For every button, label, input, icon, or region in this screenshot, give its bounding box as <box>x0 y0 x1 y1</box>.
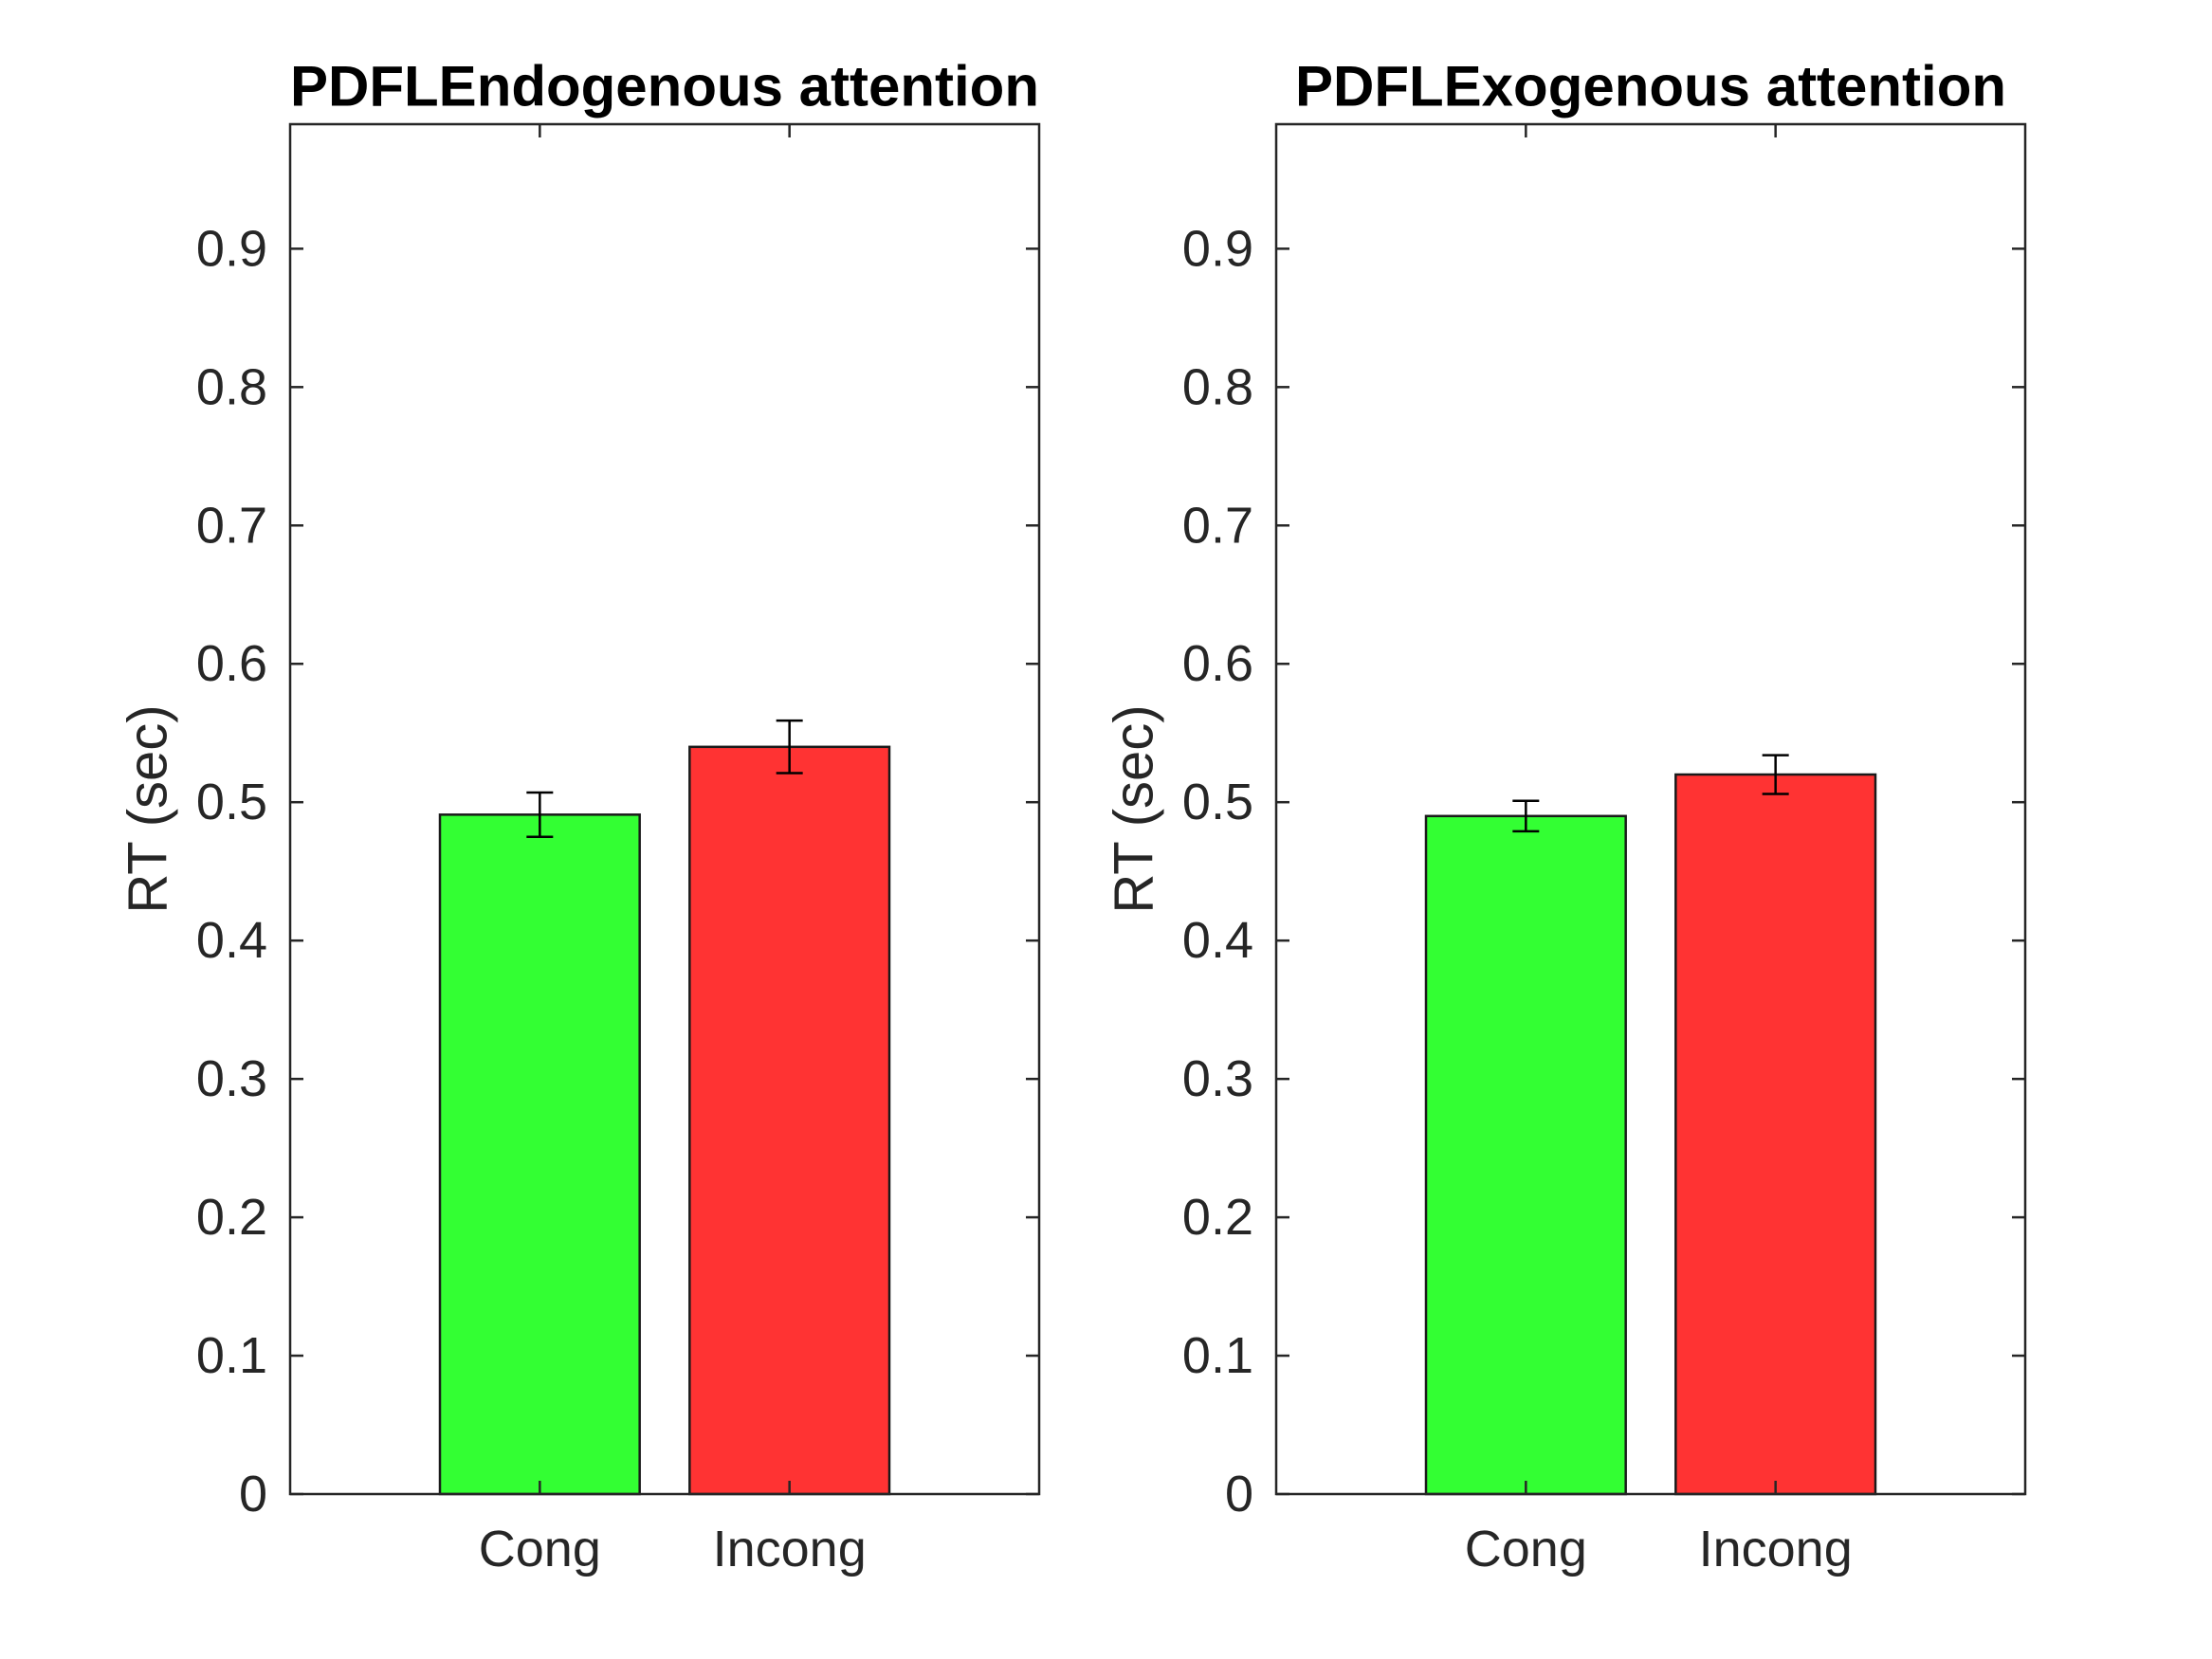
y-tick-label: 0.2 <box>1182 1189 1253 1246</box>
y-tick-label: 0.2 <box>196 1189 267 1246</box>
y-tick-label: 0.8 <box>196 358 267 415</box>
bar-incong <box>1674 773 1877 1496</box>
y-axis-label: RT (sec) <box>1104 704 1165 913</box>
y-tick-label: 0.3 <box>1182 1050 1253 1107</box>
y-tick-label: 0.9 <box>1182 220 1253 277</box>
y-tick-label: 0 <box>1225 1466 1253 1522</box>
y-axis-label: RT (sec) <box>118 704 179 913</box>
chart-panel-exogenous: 0 0.1 0.2 0.3 0.4 0.5 0.6 0.7 0.8 0.9 Cong Incong PD… <box>1104 55 2027 1577</box>
axes-box <box>288 122 1041 1496</box>
chart-panel-endogenous: 0 0.1 0.2 0.3 0.4 0.5 0.6 0.7 0.8 0.9 Cong Incong PD… <box>118 55 1041 1577</box>
x-tick-label-incong: Incong <box>1699 1521 1853 1577</box>
y-tick-label: 0.4 <box>1182 912 1253 969</box>
bar-cong <box>1424 814 1627 1496</box>
x-tick-label-cong: Cong <box>1465 1521 1587 1577</box>
error-bar-cong <box>1512 799 1540 833</box>
x-tick-label-cong: Cong <box>479 1521 601 1577</box>
y-tick-label: 0.4 <box>196 912 267 969</box>
y-tick-label: 0.8 <box>1182 358 1253 415</box>
chart-title: PDFLExogenous attention <box>1295 55 2006 118</box>
y-tick-label: 0.3 <box>196 1050 267 1107</box>
y-tick-label: 0 <box>239 1466 267 1522</box>
bar-incong <box>688 745 891 1496</box>
error-bar-incong <box>1762 754 1789 795</box>
y-tick-label: 0.1 <box>196 1327 267 1384</box>
y-tick-label: 0.5 <box>1182 774 1253 830</box>
y-tick-label: 0.5 <box>196 774 267 830</box>
y-tick-label: 0.6 <box>1182 635 1253 692</box>
y-tick-label: 0.9 <box>196 220 267 277</box>
y-tick-label: 0.7 <box>1182 497 1253 554</box>
bar-cong <box>438 813 641 1496</box>
error-bar-cong <box>526 791 554 838</box>
error-bar-incong <box>776 719 803 775</box>
chart-title: PDFLEndogenous attention <box>290 55 1039 118</box>
axes-box <box>1274 122 2027 1496</box>
x-tick-label-incong: Incong <box>713 1521 867 1577</box>
y-tick-label: 0.6 <box>196 635 267 692</box>
y-tick-label: 0.7 <box>196 497 267 554</box>
y-tick-label: 0.1 <box>1182 1327 1253 1384</box>
